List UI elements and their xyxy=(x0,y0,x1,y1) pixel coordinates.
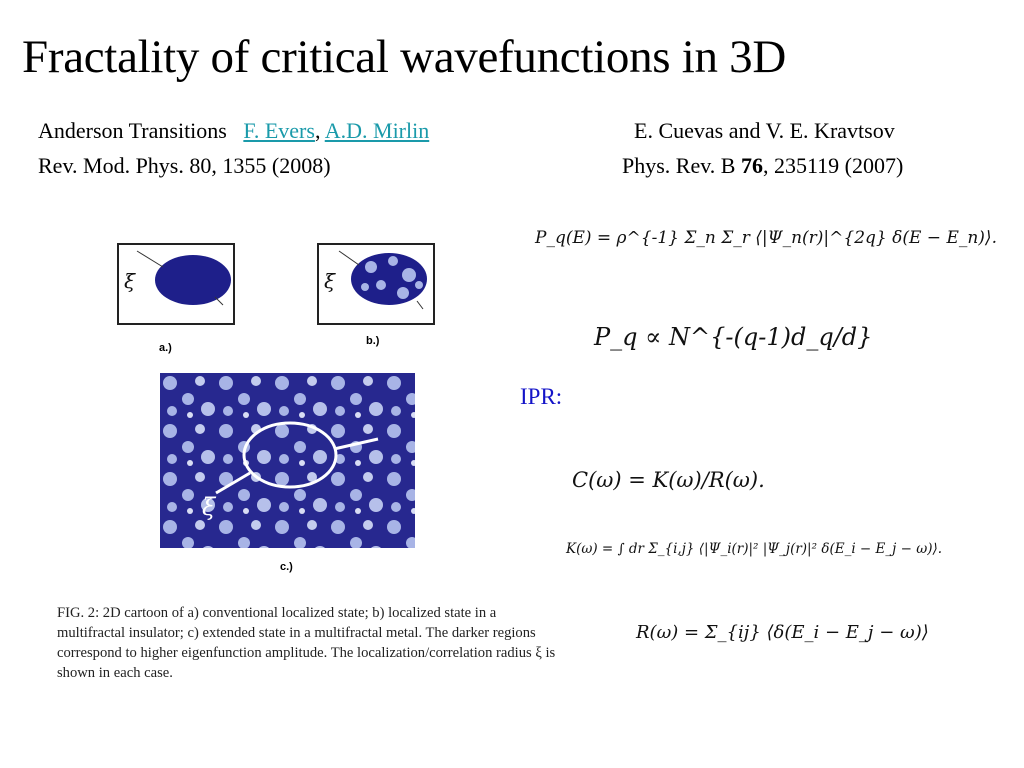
equation-pq: P_q(E) = ρ^{-1} Σ_n Σ_r ⟨|Ψ_n(r)|^{2q} δ… xyxy=(535,228,997,248)
reference-left-line2: Rev. Mod. Phys. 80, 1355 (2008) xyxy=(38,153,331,178)
figure-c-label: c.) xyxy=(280,561,293,573)
reference-title: Anderson Transitions xyxy=(38,118,227,143)
xi-symbol-b: ξ xyxy=(324,269,336,293)
figure-a-panel: ξ xyxy=(117,243,235,325)
localized-state-graphic xyxy=(136,250,231,306)
equation-k: K(ω) = ∫ dr Σ_{i,j} ⟨|Ψ_i(r)|² |Ψ_j(r)|²… xyxy=(566,541,943,557)
multifractal-metal-graphic xyxy=(160,373,415,548)
reference-left-line1: Anderson Transitions F. Evers, A.D. Mirl… xyxy=(38,118,429,144)
journal-name: Phys. Rev. B xyxy=(622,153,736,178)
author-link-mirlin[interactable]: A.D. Mirlin xyxy=(324,118,430,143)
xi-symbol-a: ξ xyxy=(124,269,136,293)
author-separator: , xyxy=(314,118,321,143)
slide-title: Fractality of critical wavefunctions in … xyxy=(22,31,786,83)
figure-b-panel: ξ xyxy=(317,243,435,325)
figure-a-label: a.) xyxy=(159,342,172,354)
equation-correlation: C(ω) = K(ω)/R(ω). xyxy=(572,468,765,492)
reference-right-line1: E. Cuevas and V. E. Kravtsov xyxy=(634,118,895,143)
author-link-evers[interactable]: F. Evers xyxy=(243,118,315,143)
figure-c-panel: ξ xyxy=(160,373,415,548)
xi-symbol-c: ξ xyxy=(202,493,216,521)
reference-right-line2: Phys. Rev. B 76, 235119 (2007) xyxy=(622,153,903,179)
figure-b-label: b.) xyxy=(366,335,380,347)
multifractal-insulator-graphic xyxy=(338,250,427,310)
equation-r: R(ω) = Σ_{ij} ⟨δ(E_i − E_j − ω)⟩ xyxy=(636,622,929,643)
equation-scaling: P_q ∝ N^{-(q-1)d_q/d} xyxy=(594,323,873,351)
figure-caption: FIG. 2: 2D cartoon of a) conventional lo… xyxy=(57,605,556,681)
journal-pages: , 235119 (2007) xyxy=(762,153,904,178)
journal-volume: 76 xyxy=(740,153,763,178)
ipr-label: IPR: xyxy=(520,384,563,409)
